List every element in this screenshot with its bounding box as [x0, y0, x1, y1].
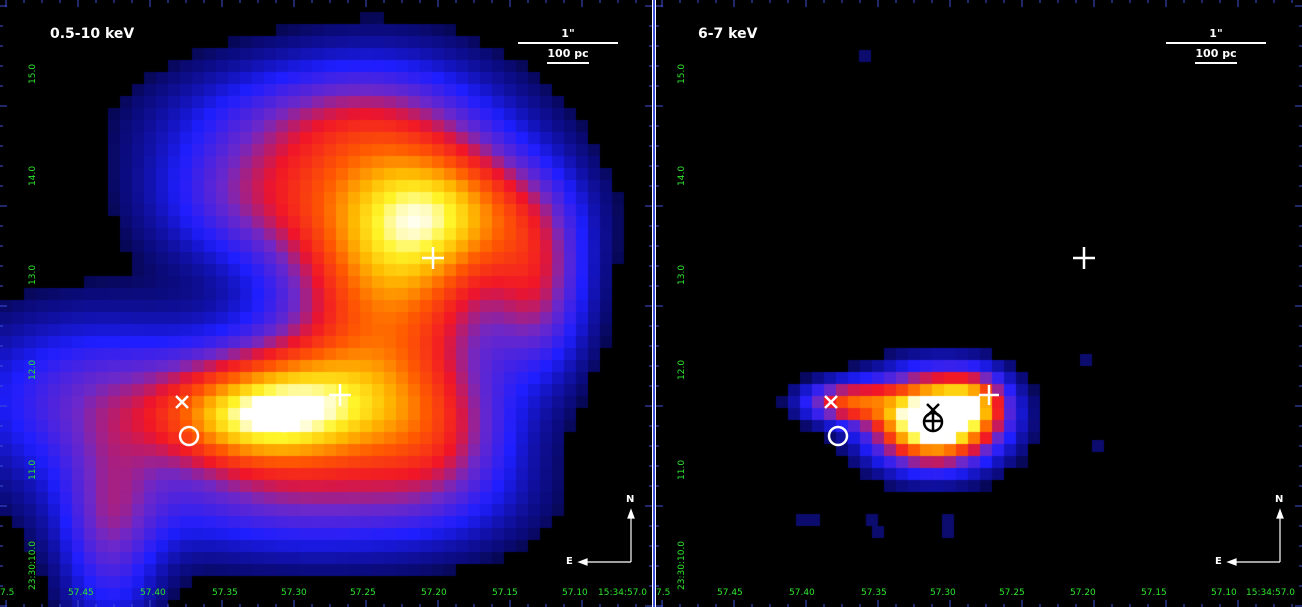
circle-marker: [827, 425, 849, 447]
ra-edge-label: 7.5: [656, 588, 671, 598]
ra-tick: 57.35: [861, 588, 887, 598]
scale-arcsec-label: 1": [561, 27, 575, 40]
ra-edge-label: 7.5: [0, 588, 15, 598]
compass-north: N: [626, 494, 635, 505]
image-panel-full-band: 0.5-10 keV 1" 100 pc N E 7.5 57.45 57.40…: [0, 0, 652, 607]
compass-east: E: [1215, 556, 1222, 567]
compass-arrows: [1226, 508, 1284, 566]
circle-marker: [273, 411, 295, 433]
dec-tick: 14.0: [28, 165, 38, 186]
circle-marker: [178, 425, 200, 447]
scale-arcsec-bar: [1166, 42, 1266, 44]
ra-tick: 15:34:57.0: [1246, 588, 1296, 598]
x-marker: [175, 395, 189, 409]
plus-marker: [274, 411, 294, 431]
dec-tick: 23:30:10.0: [677, 540, 687, 590]
ra-tick: 57.15: [492, 588, 518, 598]
compass-north: N: [1275, 494, 1284, 505]
ra-tick: 57.45: [68, 588, 94, 598]
ra-tick: 57.30: [281, 588, 307, 598]
xray-image-iron-band: [656, 0, 1302, 607]
ra-tick: 57.45: [717, 588, 743, 598]
panel-divider: [652, 0, 656, 607]
plus-marker: [329, 384, 351, 406]
ra-tick: 57.25: [350, 588, 376, 598]
plus-marker: [979, 385, 999, 405]
x-marker: [824, 395, 838, 409]
scale-bar: 1" 100 pc: [1166, 27, 1266, 64]
band-label: 0.5-10 keV: [50, 26, 135, 42]
scale-pc-label: 100 pc: [547, 47, 589, 64]
ra-tick: 15:34:57.0: [598, 588, 648, 598]
overlay-right: [656, 0, 1302, 607]
image-panel-iron-band: 6-7 keV 1" 100 pc N E 7.5 57.45 57.40 57…: [656, 0, 1302, 607]
band-label: 6-7 keV: [698, 26, 758, 42]
dec-tick: 11.0: [28, 459, 38, 480]
dec-tick: 13.0: [28, 264, 38, 285]
ra-tick: 57.15: [1141, 588, 1167, 598]
plus-marker: [923, 411, 943, 431]
ra-tick: 57.10: [1211, 588, 1237, 598]
dec-tick: 13.0: [677, 264, 687, 285]
compass-arrows: [577, 508, 635, 566]
ra-tick: 57.20: [421, 588, 447, 598]
dec-tick: 15.0: [28, 63, 38, 84]
compass-east: E: [566, 556, 573, 567]
dec-tick: 15.0: [677, 63, 687, 84]
dec-tick: 11.0: [677, 459, 687, 480]
dec-tick: 12.0: [677, 359, 687, 380]
scale-pc-label: 100 pc: [1195, 47, 1237, 64]
dec-tick: 12.0: [28, 359, 38, 380]
ra-tick: 57.20: [1070, 588, 1096, 598]
scale-arcsec-label: 1": [1209, 27, 1223, 40]
dec-tick: 14.0: [677, 165, 687, 186]
ra-tick: 57.30: [930, 588, 956, 598]
plus-marker: [1073, 247, 1095, 269]
scale-arcsec-bar: [518, 42, 618, 44]
ra-tick: 57.35: [212, 588, 238, 598]
scale-bar: 1" 100 pc: [518, 27, 618, 64]
ra-tick: 57.10: [562, 588, 588, 598]
plus-marker: [422, 247, 444, 269]
overlay-left: [0, 0, 652, 607]
xray-image-full-band: [0, 0, 652, 607]
ra-tick: 57.40: [140, 588, 166, 598]
dec-tick: 23:30:10.0: [28, 540, 38, 590]
ra-tick: 57.25: [999, 588, 1025, 598]
ra-tick: 57.40: [789, 588, 815, 598]
